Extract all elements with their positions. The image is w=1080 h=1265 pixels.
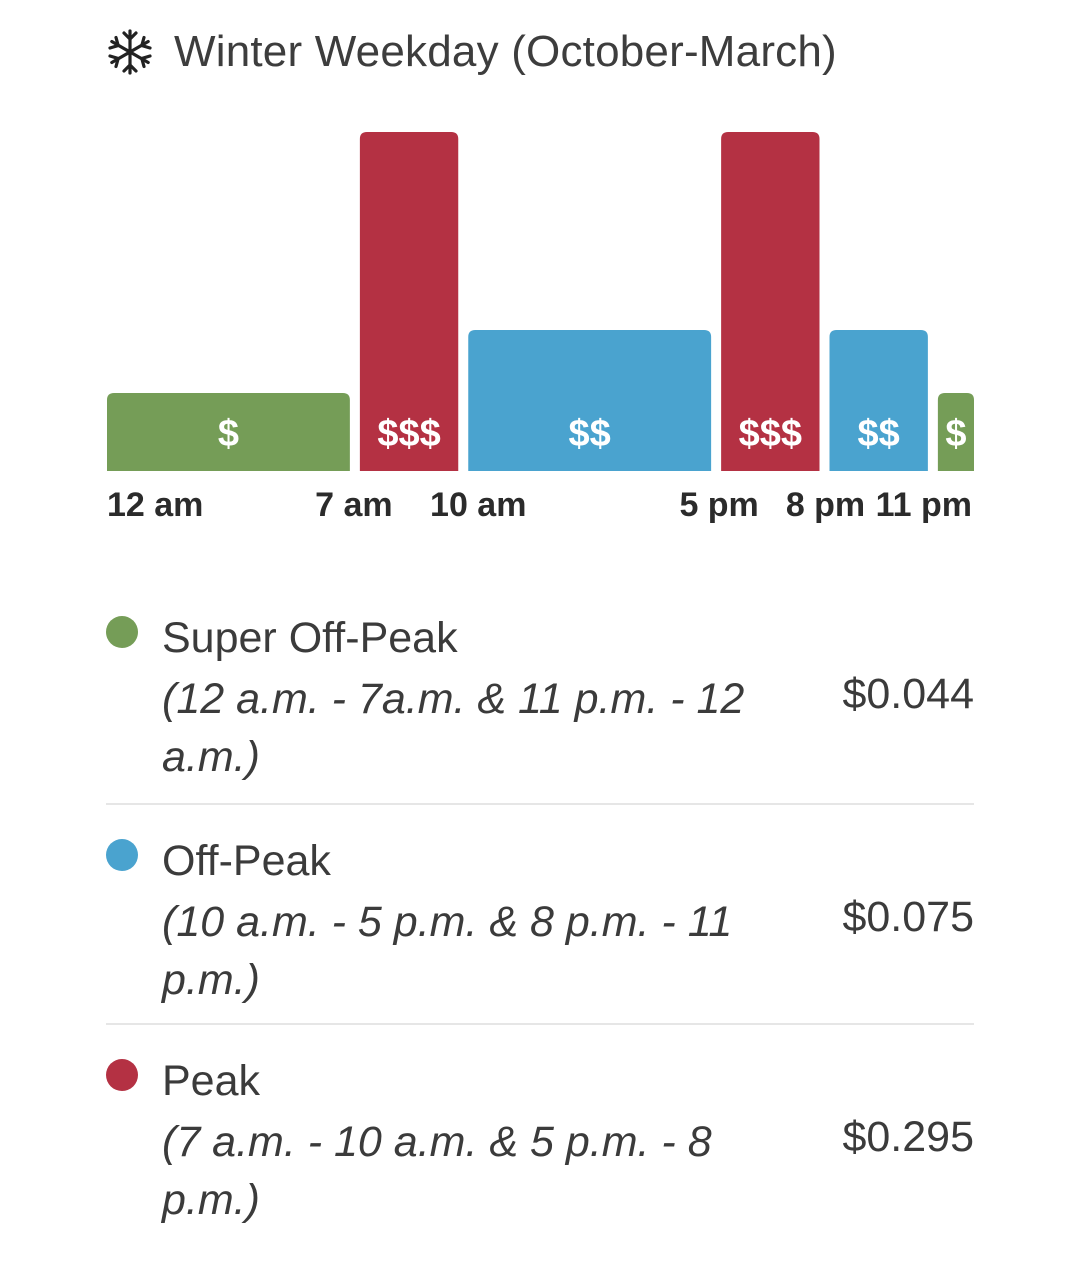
tier-name: Peak bbox=[162, 1057, 261, 1105]
bar-price-label: $ bbox=[218, 413, 239, 455]
peak-dot bbox=[106, 1059, 138, 1091]
bar-price-label: $$$ bbox=[739, 413, 802, 455]
x-tick-label: 11 pm bbox=[876, 486, 972, 524]
x-tick-label: 10 am bbox=[430, 486, 526, 524]
legend-row-off-peak: Off-Peak (10 a.m. - 5 p.m. & 8 p.m. - 11… bbox=[106, 805, 974, 1025]
snowflake-icon bbox=[108, 29, 152, 75]
x-tick-label: 8 pm bbox=[786, 486, 865, 524]
tier-price: $0.075 bbox=[842, 893, 974, 941]
tier-hours: (12 a.m. - 7a.m. & 11 p.m. - 12 a.m.) bbox=[162, 675, 745, 781]
tier-name: Off-Peak bbox=[162, 837, 331, 885]
bar-peak bbox=[721, 132, 820, 471]
bar-price-label: $ bbox=[945, 413, 966, 455]
super-off-peak-dot bbox=[106, 616, 138, 648]
x-tick-label: 12 am bbox=[107, 486, 203, 524]
x-tick-label: 7 am bbox=[315, 486, 393, 524]
tier-price: $0.295 bbox=[842, 1113, 974, 1161]
page-title: Winter Weekday (October-March) bbox=[174, 27, 837, 76]
bar-peak bbox=[359, 132, 459, 471]
bar-super-off-peak bbox=[107, 393, 350, 471]
legend-row-super-off-peak: Super Off-Peak (12 a.m. - 7a.m. & 11 p.m… bbox=[106, 600, 974, 805]
tier-name: Super Off-Peak bbox=[162, 614, 458, 662]
bar-price-label: $$ bbox=[569, 413, 611, 455]
bar-off-peak bbox=[468, 330, 712, 471]
bar-price-label: $$ bbox=[858, 413, 900, 455]
bar-price-label: $$$ bbox=[377, 413, 440, 455]
section-header: Winter Weekday (October-March) bbox=[106, 22, 837, 82]
rate-schedule-chart: $ $$$ $$ $$$ $$ $ 12 am 7 am 10 am 5 pm 8 pm 11 pm bbox=[107, 132, 974, 524]
tier-price: $0.044 bbox=[842, 670, 974, 718]
tier-hours: (7 a.m. - 10 a.m. & 5 p.m. - 8 p.m.) bbox=[162, 1118, 712, 1224]
rate-legend: Super Off-Peak (12 a.m. - 7a.m. & 11 p.m… bbox=[106, 600, 974, 1243]
legend-row-peak: Peak (7 a.m. - 10 a.m. & 5 p.m. - 8 p.m.… bbox=[106, 1025, 974, 1243]
x-tick-label: 5 pm bbox=[679, 486, 758, 524]
tier-hours: (10 a.m. - 5 p.m. & 8 p.m. - 11 p.m.) bbox=[162, 898, 733, 1004]
bar-off-peak bbox=[829, 330, 928, 471]
off-peak-dot bbox=[106, 839, 138, 871]
bar-super-off-peak bbox=[937, 393, 974, 471]
